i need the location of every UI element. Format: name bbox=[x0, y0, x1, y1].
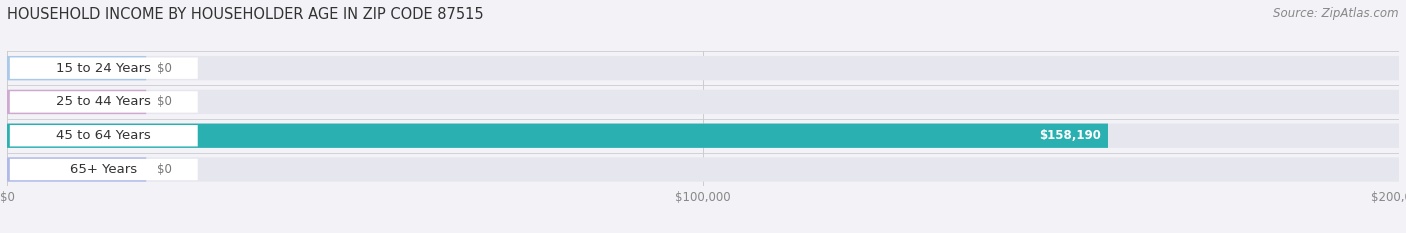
FancyBboxPatch shape bbox=[7, 157, 146, 182]
Text: $0: $0 bbox=[157, 96, 172, 108]
FancyBboxPatch shape bbox=[7, 157, 1399, 182]
FancyBboxPatch shape bbox=[7, 56, 1399, 80]
Text: $0: $0 bbox=[157, 163, 172, 176]
FancyBboxPatch shape bbox=[7, 90, 146, 114]
Text: Source: ZipAtlas.com: Source: ZipAtlas.com bbox=[1274, 7, 1399, 20]
Text: 45 to 64 Years: 45 to 64 Years bbox=[56, 129, 150, 142]
Text: $158,190: $158,190 bbox=[1039, 129, 1101, 142]
FancyBboxPatch shape bbox=[10, 159, 198, 180]
Text: HOUSEHOLD INCOME BY HOUSEHOLDER AGE IN ZIP CODE 87515: HOUSEHOLD INCOME BY HOUSEHOLDER AGE IN Z… bbox=[7, 7, 484, 22]
Text: 65+ Years: 65+ Years bbox=[70, 163, 138, 176]
Text: 25 to 44 Years: 25 to 44 Years bbox=[56, 96, 152, 108]
FancyBboxPatch shape bbox=[7, 90, 1399, 114]
FancyBboxPatch shape bbox=[7, 56, 146, 80]
Text: 15 to 24 Years: 15 to 24 Years bbox=[56, 62, 152, 75]
FancyBboxPatch shape bbox=[10, 91, 198, 113]
FancyBboxPatch shape bbox=[7, 123, 1108, 148]
FancyBboxPatch shape bbox=[10, 58, 198, 79]
Text: $0: $0 bbox=[157, 62, 172, 75]
FancyBboxPatch shape bbox=[7, 123, 1399, 148]
FancyBboxPatch shape bbox=[10, 125, 198, 146]
